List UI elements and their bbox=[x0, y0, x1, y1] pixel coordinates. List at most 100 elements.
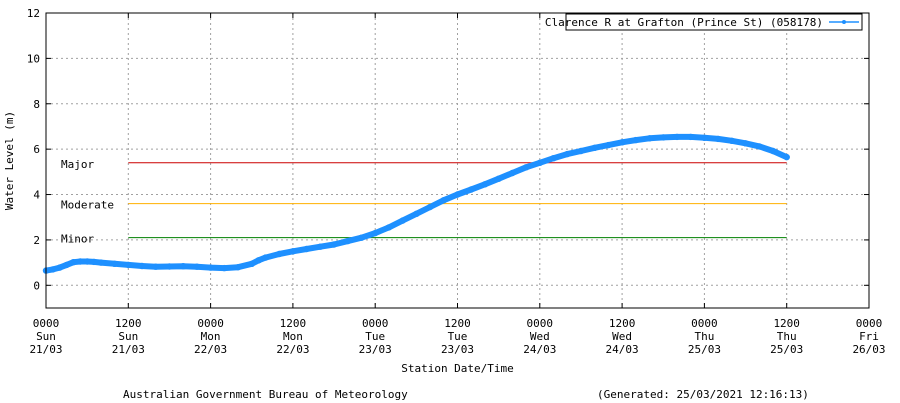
data-point bbox=[440, 197, 447, 204]
data-point bbox=[358, 234, 365, 241]
data-point bbox=[618, 139, 626, 146]
data-point bbox=[56, 264, 63, 271]
data-point bbox=[564, 150, 571, 158]
data-point bbox=[262, 254, 269, 261]
x-tick-day: Tue bbox=[448, 330, 468, 343]
x-tick-date: 24/03 bbox=[523, 343, 556, 356]
x-tick-time: 0000 bbox=[856, 317, 883, 330]
x-tick-time: 0000 bbox=[33, 317, 60, 330]
x-tick-day: Mon bbox=[283, 330, 303, 343]
data-point bbox=[166, 263, 173, 270]
data-point bbox=[97, 259, 105, 266]
data-point bbox=[536, 159, 543, 166]
data-point bbox=[317, 243, 324, 250]
data-point bbox=[303, 245, 310, 253]
data-point bbox=[646, 135, 653, 142]
x-tick-day: Mon bbox=[201, 330, 221, 343]
data-point bbox=[49, 266, 57, 273]
footer-generated: (Generated: 25/03/2021 12:16:13) bbox=[597, 388, 809, 401]
legend-series-name: Clarence R at Grafton (Prince St) (05817… bbox=[545, 16, 823, 29]
data-point bbox=[769, 147, 777, 155]
x-tick-day: Thu bbox=[694, 330, 714, 343]
data-point bbox=[255, 257, 262, 264]
data-point bbox=[193, 263, 201, 270]
data-point bbox=[742, 140, 749, 147]
data-point bbox=[138, 262, 146, 270]
footer-credit: Australian Government Bureau of Meteorol… bbox=[123, 388, 408, 401]
data-point bbox=[522, 164, 530, 171]
x-tick-date: 24/03 bbox=[606, 343, 639, 356]
y-axis-ticks: 0 2 4 6 8 10 12 bbox=[27, 7, 869, 292]
data-point bbox=[577, 147, 585, 155]
legend: Clarence R at Grafton (Prince St) (05817… bbox=[545, 13, 863, 31]
data-point bbox=[180, 263, 187, 270]
data-point bbox=[550, 155, 557, 162]
data-point bbox=[330, 241, 338, 248]
data-point bbox=[509, 169, 516, 177]
data-point bbox=[495, 175, 502, 182]
y-tick-label: 8 bbox=[33, 98, 40, 111]
data-point bbox=[152, 263, 159, 270]
x-tick-time: 1200 bbox=[609, 317, 636, 330]
data-point bbox=[90, 258, 98, 266]
x-tick-time: 1200 bbox=[773, 317, 800, 330]
data-point bbox=[687, 133, 694, 141]
x-tick-day: Tue bbox=[365, 330, 385, 343]
data-point bbox=[372, 229, 379, 237]
y-tick-label: 6 bbox=[33, 143, 40, 156]
x-tick-date: 22/03 bbox=[194, 343, 227, 356]
data-point bbox=[248, 260, 255, 267]
data-point bbox=[125, 261, 132, 269]
data-point bbox=[673, 133, 681, 141]
data-point bbox=[783, 153, 790, 161]
threshold-label-minor: Minor bbox=[61, 233, 94, 246]
data-point bbox=[221, 264, 228, 272]
data-point bbox=[399, 217, 406, 224]
x-tick-time: 0000 bbox=[197, 317, 224, 330]
x-tick-time: 0000 bbox=[362, 317, 389, 330]
data-point bbox=[701, 134, 708, 141]
data-point bbox=[605, 141, 612, 149]
data-point bbox=[591, 144, 598, 151]
x-tick-date: 25/03 bbox=[688, 343, 721, 356]
y-tick-label: 2 bbox=[33, 234, 40, 247]
x-tick-day: Sun bbox=[36, 330, 56, 343]
data-point bbox=[413, 210, 420, 217]
x-tick-day: Fri bbox=[859, 330, 879, 343]
x-axis-ticks: 0000Sun21/031200Sun21/030000Mon22/031200… bbox=[29, 13, 886, 356]
data-point bbox=[481, 181, 489, 188]
x-tick-day: Sun bbox=[118, 330, 138, 343]
data-point bbox=[207, 264, 214, 271]
x-tick-date: 22/03 bbox=[276, 343, 309, 356]
x-tick-date: 25/03 bbox=[770, 343, 803, 356]
data-point bbox=[70, 259, 77, 266]
x-tick-day: Wed bbox=[612, 330, 632, 343]
y-axis-label: Water Level (m) bbox=[3, 111, 16, 210]
data-point bbox=[385, 224, 393, 231]
data-point bbox=[756, 143, 763, 150]
x-tick-time: 0000 bbox=[527, 317, 554, 330]
x-tick-time: 1200 bbox=[115, 317, 142, 330]
flood-thresholds: Major Moderate Minor bbox=[61, 158, 787, 246]
data-point bbox=[63, 261, 70, 269]
data-point bbox=[234, 264, 242, 271]
data-point bbox=[289, 248, 297, 255]
y-tick-label: 4 bbox=[33, 189, 40, 202]
data-point bbox=[714, 135, 722, 143]
x-tick-day: Thu bbox=[777, 330, 797, 343]
data-point bbox=[344, 237, 351, 245]
y-tick-label: 10 bbox=[27, 52, 40, 65]
data-point bbox=[276, 250, 283, 258]
x-tick-date: 21/03 bbox=[29, 343, 62, 356]
data-point bbox=[111, 260, 118, 267]
x-axis-label: Station Date/Time bbox=[401, 362, 514, 375]
threshold-label-moderate: Moderate bbox=[61, 199, 114, 212]
legend-box bbox=[565, 13, 863, 31]
data-point bbox=[84, 258, 91, 265]
threshold-label-major: Major bbox=[61, 158, 94, 171]
data-point bbox=[454, 191, 461, 198]
data-point bbox=[77, 258, 84, 265]
x-tick-time: 0000 bbox=[691, 317, 718, 330]
data-point bbox=[728, 137, 735, 144]
